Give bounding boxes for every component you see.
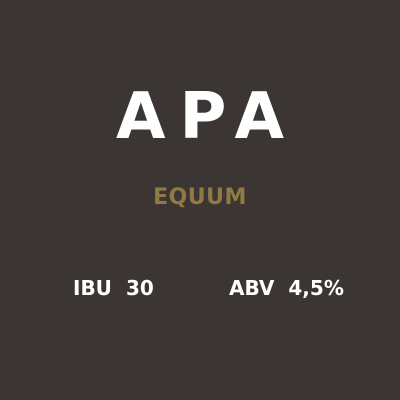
abv-stat: ABV 4,5%	[229, 274, 344, 302]
abv-label: ABV	[229, 276, 275, 300]
brand-name: EQUUM	[153, 185, 247, 210]
ibu-label: IBU	[73, 276, 112, 300]
beer-style-title: APA	[115, 80, 299, 154]
abv-value: 4,5%	[288, 276, 344, 300]
ibu-stat: IBU 30	[73, 274, 154, 302]
ibu-value: 30	[125, 276, 154, 300]
